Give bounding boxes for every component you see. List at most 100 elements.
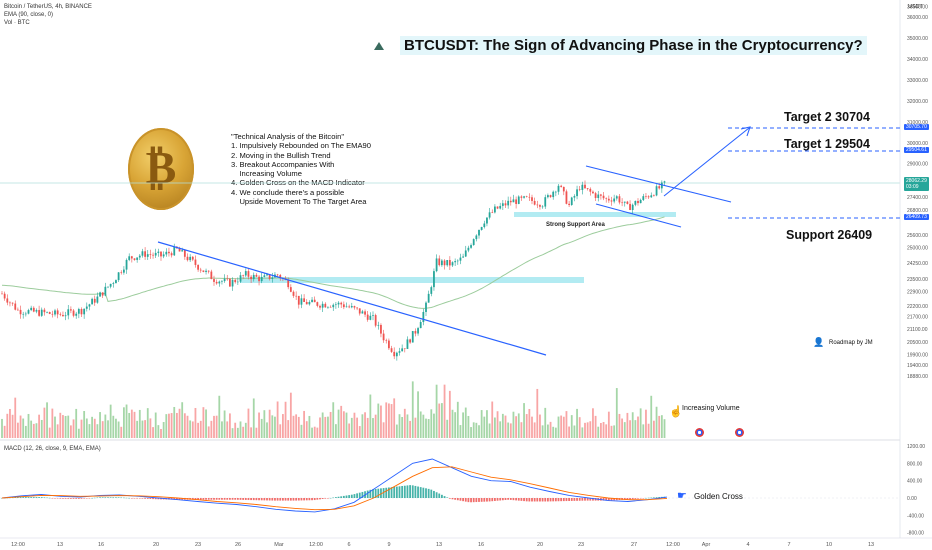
candle-body xyxy=(258,276,260,282)
volume-bar xyxy=(507,422,510,438)
time-tick-label: 23 xyxy=(578,542,584,548)
macd-hist-bar xyxy=(319,498,321,500)
user-icon[interactable]: 👤 xyxy=(813,337,825,347)
volume-bar xyxy=(40,419,43,438)
volume-bar xyxy=(313,426,316,438)
macd-hist-bar xyxy=(589,498,592,501)
volume-bar xyxy=(46,402,48,438)
volume-bar xyxy=(446,419,449,438)
macd-tick-label: -800.00 xyxy=(907,531,924,537)
volume-bar xyxy=(443,384,446,438)
macd-hist-bar xyxy=(435,492,438,498)
candle-body xyxy=(570,197,573,205)
volume-bar xyxy=(403,408,406,438)
macd-hist-bar xyxy=(292,498,295,501)
candle-body xyxy=(297,295,300,305)
macd-hist-bar xyxy=(501,498,504,501)
candle-body xyxy=(459,257,462,261)
macd-hist-bar xyxy=(637,498,639,499)
macd-hist-bar xyxy=(311,498,313,501)
volume-bar xyxy=(610,425,613,438)
price-axis: 36500.00 36000.00 35000.00 34000.00 33000.00… xyxy=(907,5,928,380)
price-tick-label: 21100.00 xyxy=(907,327,928,333)
macd-hist-bar xyxy=(528,498,531,502)
idea-title: BTCUSDT: The Sign of Advancing Phase in … xyxy=(374,36,867,55)
candle-body xyxy=(170,253,173,256)
volume-bar xyxy=(38,414,40,438)
macd-hist-bar xyxy=(398,486,401,498)
candle-body xyxy=(125,259,128,270)
volume-bar xyxy=(3,425,6,438)
macd-hist-bar xyxy=(181,498,184,500)
candle-body xyxy=(515,199,517,204)
analysis-notes: "Technical Analysis of the Bitcoin" 1. Im… xyxy=(231,132,371,206)
us-flag-event-icon[interactable] xyxy=(695,428,704,437)
volume-bar xyxy=(607,411,610,438)
volume-bar xyxy=(345,412,348,438)
price-tick-label: 31000.00 xyxy=(907,120,928,126)
volume-bar xyxy=(459,425,462,438)
macd-hist-bar xyxy=(266,498,268,501)
candle-body xyxy=(178,248,181,252)
volume-bar xyxy=(258,412,260,438)
candle-body xyxy=(197,264,199,270)
candle-body xyxy=(377,324,380,326)
macd-hist-bar xyxy=(467,498,470,503)
macd-hist-bar xyxy=(358,492,361,498)
candle-body xyxy=(93,298,96,303)
candle-body xyxy=(6,298,9,303)
candle-body xyxy=(1,293,3,295)
macd-legend: MACD (12, 26, close, 9, EMA, EMA) xyxy=(4,446,101,452)
volume-bar xyxy=(427,419,430,438)
bitcoin-coin-icon xyxy=(128,128,194,210)
time-tick-label: 13 xyxy=(868,542,874,548)
time-tick-label: 23 xyxy=(195,542,201,548)
macd-hist-bar xyxy=(422,487,425,498)
volume-bar xyxy=(504,415,507,438)
volume-bar xyxy=(417,391,419,438)
macd-hist-bar xyxy=(403,485,406,498)
macd-hist-bar xyxy=(406,485,409,498)
volume-bar xyxy=(54,416,56,438)
macd-hist-bar xyxy=(194,498,197,500)
candle-body xyxy=(263,275,266,277)
candle-body xyxy=(213,279,215,282)
macd-hist-bar xyxy=(152,498,154,500)
volume-bar xyxy=(531,416,533,438)
volume-bar xyxy=(600,423,602,438)
candle-body xyxy=(504,203,507,206)
volume-bar xyxy=(560,415,563,438)
volume-bar xyxy=(162,422,165,438)
projection-arrow-line xyxy=(663,127,750,197)
candle-body xyxy=(295,295,298,297)
candle-body xyxy=(406,339,409,349)
volume-bar xyxy=(255,427,258,438)
roadmap-author[interactable]: Roadmap by JM xyxy=(829,340,873,346)
volume-bar xyxy=(210,420,213,438)
analysis-point: 3. Breakout Accompanies With xyxy=(231,159,335,169)
macd-hist-bar xyxy=(258,498,260,501)
price-tick-label: 36000.00 xyxy=(907,15,928,21)
support-zone-strong xyxy=(514,212,676,217)
macd-hist-bar xyxy=(99,497,101,498)
macd-tick-label: 0.00 xyxy=(907,496,917,502)
candle-body xyxy=(544,197,547,207)
volume-bar xyxy=(130,409,133,438)
candle-body xyxy=(115,280,117,284)
volume-bar xyxy=(80,419,83,438)
macd-hist-bar xyxy=(547,498,549,502)
volume-bar xyxy=(335,424,337,438)
macd-hist-bar xyxy=(639,498,642,499)
price-tick-label: 34000.00 xyxy=(907,57,928,63)
macd-hist-bar xyxy=(409,485,411,498)
us-flag-event-icon[interactable] xyxy=(735,428,744,437)
candle-body xyxy=(430,287,433,294)
candle-body xyxy=(59,314,62,315)
candle-body xyxy=(279,275,282,279)
candle-body xyxy=(586,188,589,189)
candle-body xyxy=(107,286,109,288)
macd-hist-bar xyxy=(430,489,433,498)
volume-bar xyxy=(32,423,35,438)
candle-body xyxy=(496,206,499,209)
